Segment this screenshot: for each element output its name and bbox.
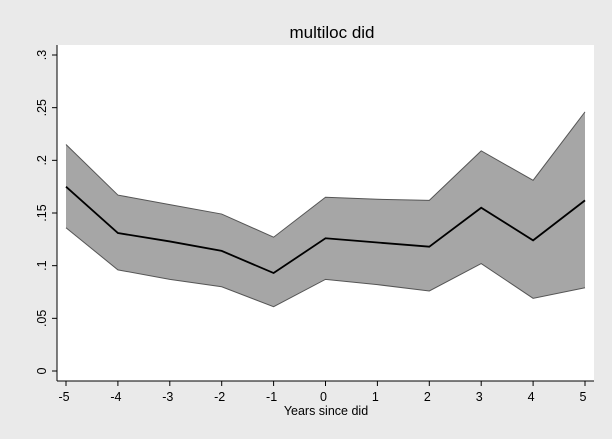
confidence-band-layer	[65, 111, 586, 308]
x-tick-label: -5	[58, 390, 69, 404]
x-axis-label: Years since did	[284, 404, 368, 418]
confidence-band	[66, 111, 585, 307]
axes-layer: 0 .05 .1 .15 .2 .25 .3 -5 -4 -3 -2 -1 0 1 2 3 4 5	[35, 45, 594, 404]
y-tick-label: .25	[35, 99, 49, 116]
y-tick-label: .2	[35, 155, 49, 165]
y-tick-label: .3	[35, 50, 49, 60]
y-tick-label: .15	[35, 204, 49, 221]
x-tick-label: 3	[476, 390, 483, 404]
x-tick-label: 1	[372, 390, 379, 404]
estimate-line	[65, 185, 586, 275]
x-tick-label: 4	[528, 390, 535, 404]
x-tick-label: 2	[424, 390, 431, 404]
y-tick-label: .05	[35, 310, 49, 327]
estimate-line-layer	[65, 185, 586, 275]
y-tick-label: .1	[35, 260, 49, 270]
chart-title: multiloc did	[289, 23, 374, 42]
x-tick-label: -4	[110, 390, 121, 404]
x-tick-label: -3	[162, 390, 173, 404]
y-tick-label: 0	[35, 367, 49, 374]
upper-bound-line	[65, 111, 586, 238]
x-tick-label: -1	[266, 390, 277, 404]
lower-bound-line	[65, 227, 586, 308]
x-tick-label: 5	[580, 390, 587, 404]
x-tick-label: -2	[214, 390, 225, 404]
x-tick-label: 0	[320, 390, 327, 404]
